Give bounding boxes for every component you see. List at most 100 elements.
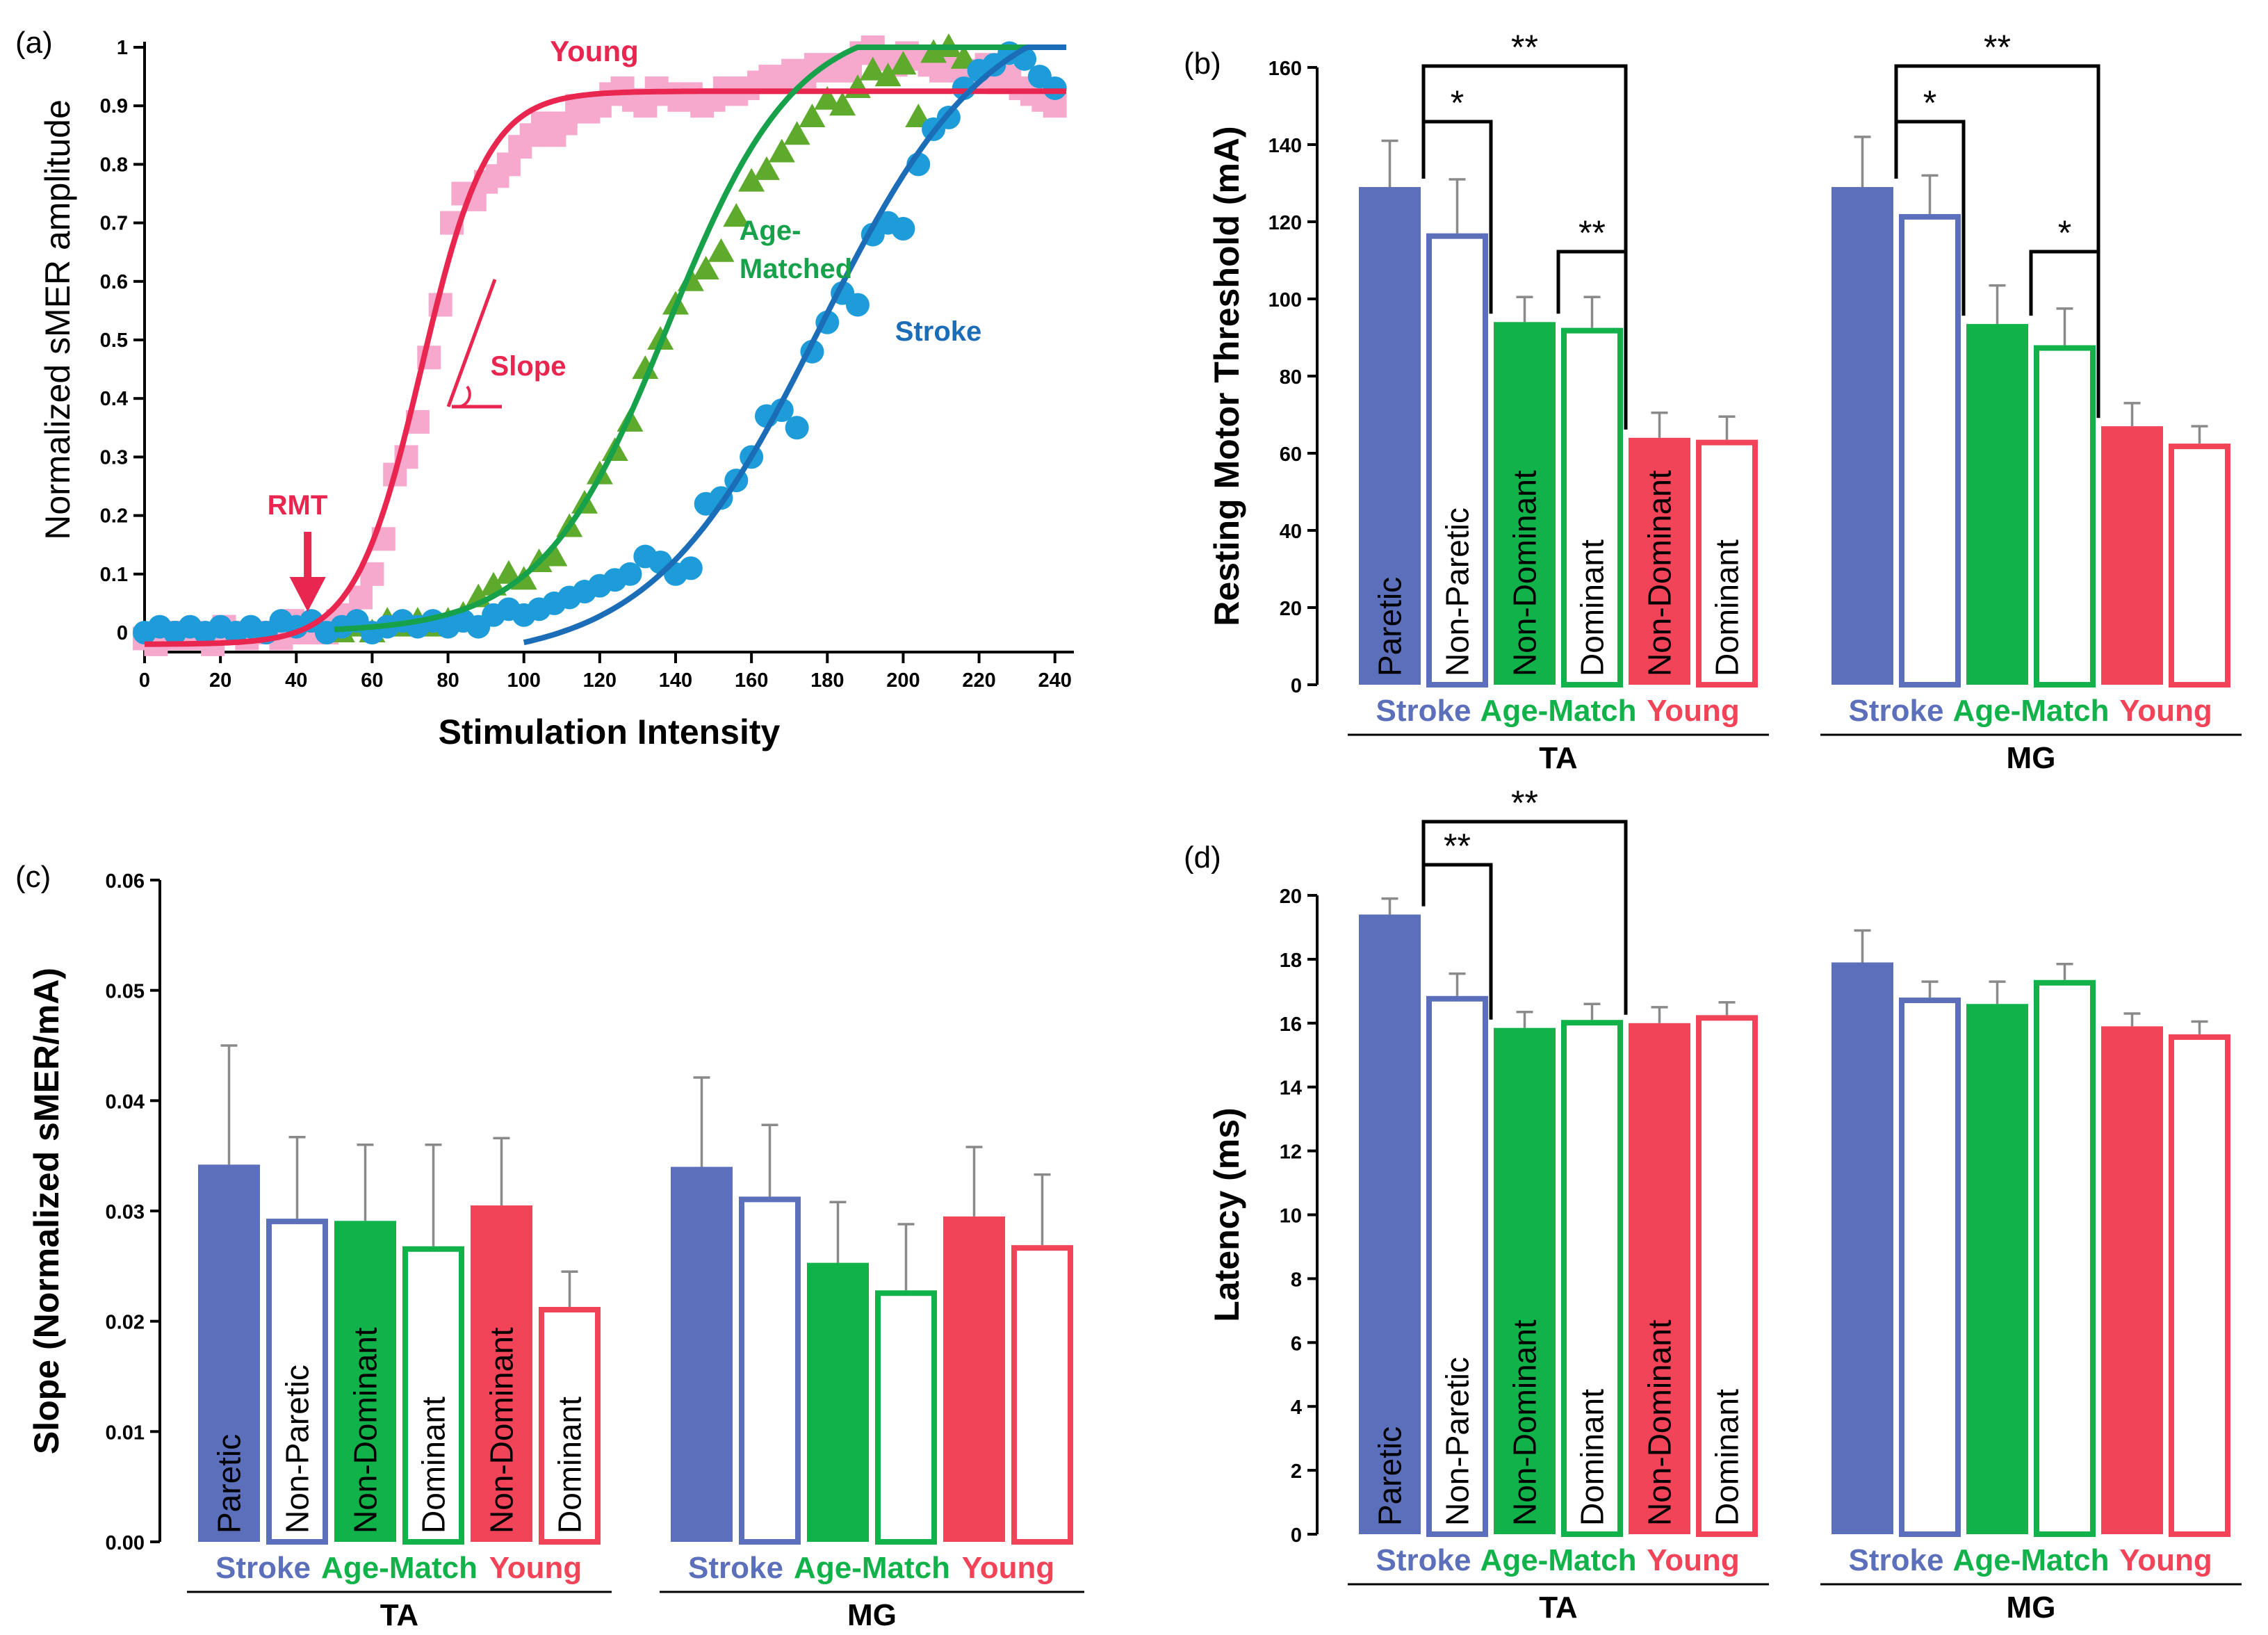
subgroup-label: Young xyxy=(2119,1543,2212,1577)
x-tick-label: 80 xyxy=(437,669,459,692)
subgroup-label: Stroke xyxy=(1376,1543,1471,1577)
y-tick-label: 0.05 xyxy=(106,981,145,1003)
bar-non-paretic xyxy=(1899,213,1961,688)
y-tick-label: 0.6 xyxy=(100,271,128,293)
bar-label: Dominant xyxy=(1709,539,1745,676)
muscle-label: MG xyxy=(2007,741,2056,775)
bar-non-dominant xyxy=(471,1205,532,1542)
y-tick-label: 0.06 xyxy=(106,870,145,893)
bar-non-paretic xyxy=(1426,995,1488,1538)
panel-b-label: (b) xyxy=(1184,47,1221,81)
y-tick-label: 0.04 xyxy=(106,1091,145,1113)
significance-bracket xyxy=(1556,250,1628,430)
significance-marker: ** xyxy=(1984,28,2011,67)
y-tick-label: 0.1 xyxy=(100,564,128,586)
subgroup-label: Young xyxy=(489,1551,582,1585)
bar-label: Non-Paretic xyxy=(1439,1357,1476,1526)
bar-dominant xyxy=(1561,327,1623,688)
age-matched-data-point xyxy=(708,238,735,262)
muscle-label: TA xyxy=(380,1598,418,1632)
bar-dominant xyxy=(2034,979,2096,1537)
y-tick-label: 60 xyxy=(1280,444,1302,466)
y-tick-label: 0.2 xyxy=(100,505,128,528)
bar-non-dominant xyxy=(1629,437,1690,685)
bar-non-dominant xyxy=(1966,1004,2028,1534)
stroke-data-point xyxy=(785,416,809,440)
stroke-data-point xyxy=(1043,76,1067,100)
y-tick-label: 0.00 xyxy=(106,1532,145,1554)
y-tick-label: 0.5 xyxy=(100,330,128,352)
bar-dominant xyxy=(875,1290,937,1545)
bar-dominant xyxy=(1561,1020,1623,1537)
subgroup-label: Age-Match xyxy=(321,1551,478,1585)
bar-label: Non-Paretic xyxy=(279,1365,316,1534)
subgroup-label: Age-Match xyxy=(1953,694,2110,728)
bar-non-dominant xyxy=(2101,1026,2163,1534)
bar-non-paretic xyxy=(1899,998,1961,1538)
significance-bracket xyxy=(1421,820,1628,1015)
y-tick-label: 0.02 xyxy=(106,1312,145,1334)
subgroup-label: Age-Match xyxy=(1480,694,1637,728)
subgroup-label: Young xyxy=(1647,694,1740,728)
y-axis-title: Normalized sMER amplitude xyxy=(38,99,77,540)
x-tick-label: 0 xyxy=(139,669,150,692)
age-matched-data-point xyxy=(814,86,841,110)
bar-label: Non-Dominant xyxy=(484,1327,520,1534)
y-tick-label: 0.3 xyxy=(100,446,128,469)
bar-non-dominant xyxy=(807,1262,869,1542)
age-matched-data-point xyxy=(541,542,568,567)
bar-dominant xyxy=(1696,439,1758,688)
y-tick-label: 20 xyxy=(1280,886,1302,908)
y-tick-label: 100 xyxy=(1268,289,1302,311)
bar-non-dominant xyxy=(1966,324,2028,685)
age-matched-data-point xyxy=(874,63,902,87)
y-tick-label: 4 xyxy=(1291,1397,1302,1419)
y-tick-label: 0.03 xyxy=(106,1201,145,1223)
bar-dominant xyxy=(1696,1015,1758,1537)
age-matched-data-point xyxy=(890,51,917,75)
panel-c-label: (c) xyxy=(15,860,51,894)
bar-label: Dominant xyxy=(1709,1389,1745,1526)
y-tick-label: 10 xyxy=(1280,1205,1302,1228)
subgroup-label: Young xyxy=(962,1551,1055,1585)
age-matched-data-point xyxy=(799,104,826,128)
age-matched-data-point xyxy=(723,203,750,227)
stroke-fit-curve xyxy=(523,44,1067,646)
x-tick-label: 220 xyxy=(962,669,995,692)
muscle-label: MG xyxy=(2007,1591,2056,1625)
y-tick-label: 2 xyxy=(1291,1461,1302,1483)
subgroup-label: Young xyxy=(2119,694,2212,728)
bar-non-dominant xyxy=(2101,426,2163,685)
stroke-annotation: Stroke xyxy=(895,316,982,347)
slope-indicator-line xyxy=(446,279,497,407)
x-tick-label: 180 xyxy=(810,669,844,692)
subgroup-label: Stroke xyxy=(1849,1543,1944,1577)
y-tick-label: 0.9 xyxy=(100,95,128,117)
y-tick-label: 0 xyxy=(117,622,128,644)
young-annotation: Young xyxy=(550,35,639,67)
panel-d-bar-chart: 0 2 4 6 8 10 12 14 16 18 20 Latency (ms) Paretic Non-… xyxy=(1207,783,2242,1625)
bar-label: Non-Dominant xyxy=(1642,470,1678,676)
x-tick-label: 140 xyxy=(659,669,692,692)
age-matched-data-point xyxy=(692,255,719,279)
x-tick-label: 100 xyxy=(507,669,541,692)
age-matched-data-point xyxy=(783,121,810,145)
y-tick-label: 12 xyxy=(1280,1141,1302,1164)
age-matched-data-point xyxy=(829,92,856,116)
age-matched-data-point xyxy=(738,168,765,192)
subgroup-label: Stroke xyxy=(1849,694,1944,728)
x-tick-label: 120 xyxy=(583,669,617,692)
bar-non-dominant xyxy=(1494,1027,1556,1534)
panel-d-label: (d) xyxy=(1184,840,1221,875)
young-fit-curve xyxy=(144,88,1067,647)
stroke-data-point xyxy=(891,217,915,241)
age-matched-annotation-line1: Age- xyxy=(740,215,801,246)
bar-non-dominant xyxy=(943,1216,1005,1542)
bar-non-paretic xyxy=(266,1219,328,1545)
x-tick-label: 40 xyxy=(285,669,307,692)
y-tick-label: 0.4 xyxy=(100,388,128,410)
bar-label: Non-Dominant xyxy=(1507,470,1543,676)
significance-marker: ** xyxy=(1511,28,1538,67)
y-tick-label: 0.8 xyxy=(100,154,128,176)
y-axis-title: Latency (ms) xyxy=(1207,1107,1246,1321)
